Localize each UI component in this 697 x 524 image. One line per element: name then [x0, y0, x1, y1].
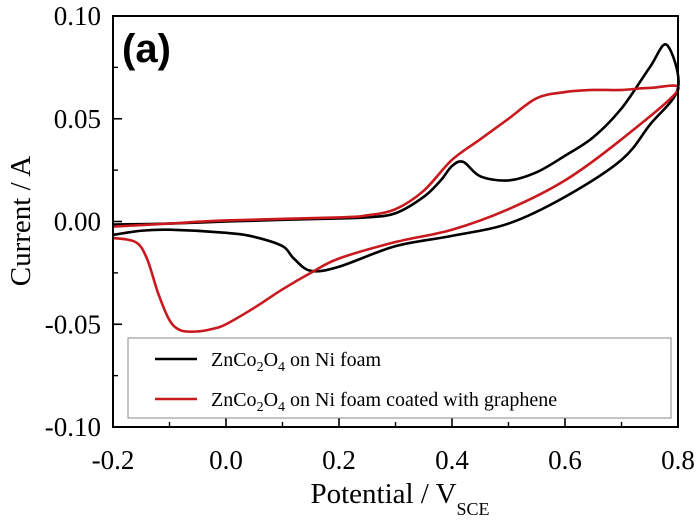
- y-tick-label-0: -0.10: [45, 412, 101, 442]
- legend: ZnCo2O4 on Ni foam ZnCo2O4 on Ni foam co…: [127, 337, 672, 419]
- tick-labels: -0.2 0.0 0.2 0.4 0.6 0.8 -0.10 -0.05 0.00 0.05 0.1…: [45, 1, 695, 475]
- x-tick-label-4: 0.6: [548, 445, 582, 475]
- series-line-1: [112, 43, 680, 273]
- legend-red-part-4: 4: [278, 400, 285, 415]
- series-line-2: [112, 84, 680, 334]
- x-axis-title-subscript: SCE: [457, 499, 490, 519]
- legend-black-part-1: ZnCo: [211, 349, 257, 371]
- legend-red-part-1: ZnCo: [211, 389, 257, 411]
- legend-black-part-5: on Ni foam: [285, 349, 382, 371]
- y-axis-title: Current / A: [5, 156, 37, 287]
- legend-black-part-3: O: [264, 349, 278, 371]
- x-axis-title: Potential / VSCE: [310, 478, 489, 519]
- x-tick-label-3: 0.4: [435, 445, 469, 475]
- x-tick-label-2: 0.2: [322, 445, 356, 475]
- legend-red-part-3: O: [264, 389, 278, 411]
- legend-box: [127, 337, 672, 419]
- x-tick-label-0: -0.2: [92, 445, 135, 475]
- y-tick-label-1: -0.05: [45, 309, 101, 339]
- panel-label: (a): [122, 27, 171, 71]
- legend-entry-black: ZnCo2O4 on Ni foam: [211, 349, 382, 375]
- y-tick-label-3: 0.05: [54, 104, 101, 134]
- curves-layer: [112, 43, 680, 334]
- legend-black-part-4: 4: [278, 360, 285, 375]
- axis-ticks: [112, 15, 679, 428]
- legend-red-part-5: on Ni foam coated with graphene: [285, 389, 557, 411]
- x-tick-label-1: 0.0: [209, 445, 243, 475]
- legend-red-part-2: 2: [257, 400, 264, 415]
- y-tick-label-2: 0.00: [54, 207, 101, 237]
- legend-black-part-2: 2: [257, 360, 264, 375]
- x-tick-label-5: 0.8: [661, 445, 695, 475]
- y-tick-label-4: 0.10: [54, 1, 101, 31]
- x-axis-title-main: Potential / V: [310, 478, 456, 510]
- legend-entry-red: ZnCo2O4 on Ni foam coated with graphene: [211, 389, 557, 415]
